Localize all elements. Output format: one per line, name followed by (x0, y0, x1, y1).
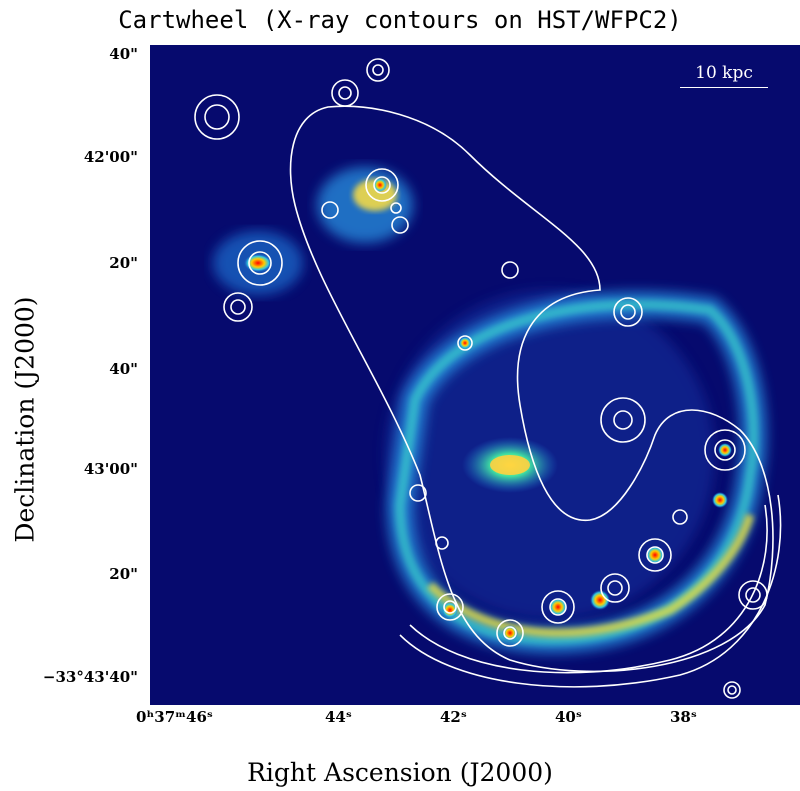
scale-bar-line (680, 87, 768, 88)
y-axis-label: Declination (J2000) (10, 296, 40, 543)
figure-title: Cartwheel (X-ray contours on HST/WFPC2) (118, 6, 682, 34)
image-panel: 10 kpc (150, 45, 800, 705)
xray-contours (194, 58, 782, 699)
x-tick-label: 40ˢ (555, 708, 582, 726)
y-tick-label: 20" (109, 254, 138, 272)
y-tick-label: −33°43'40" (42, 668, 138, 686)
x-tick-label: 0ʰ37ᵐ46ˢ (136, 708, 213, 726)
scale-bar: 10 kpc (680, 63, 768, 88)
y-axis-label-wrap: Declination (J2000) (10, 270, 40, 570)
y-tick-label: 40" (109, 360, 138, 378)
scale-bar-label: 10 kpc (695, 63, 753, 83)
y-tick-label: 43'00" (83, 460, 138, 478)
y-tick-label: 42'00" (83, 148, 138, 166)
cartwheel-image (194, 58, 782, 699)
y-tick-label: 20" (109, 565, 138, 583)
x-tick-label: 38ˢ (670, 708, 697, 726)
galaxy-emission (213, 167, 767, 654)
x-tick-label: 42ˢ (440, 708, 467, 726)
x-axis-label: Right Ascension (J2000) (247, 758, 553, 787)
x-tick-label: 44ˢ (325, 708, 352, 726)
y-tick-label: 40" (109, 45, 138, 63)
